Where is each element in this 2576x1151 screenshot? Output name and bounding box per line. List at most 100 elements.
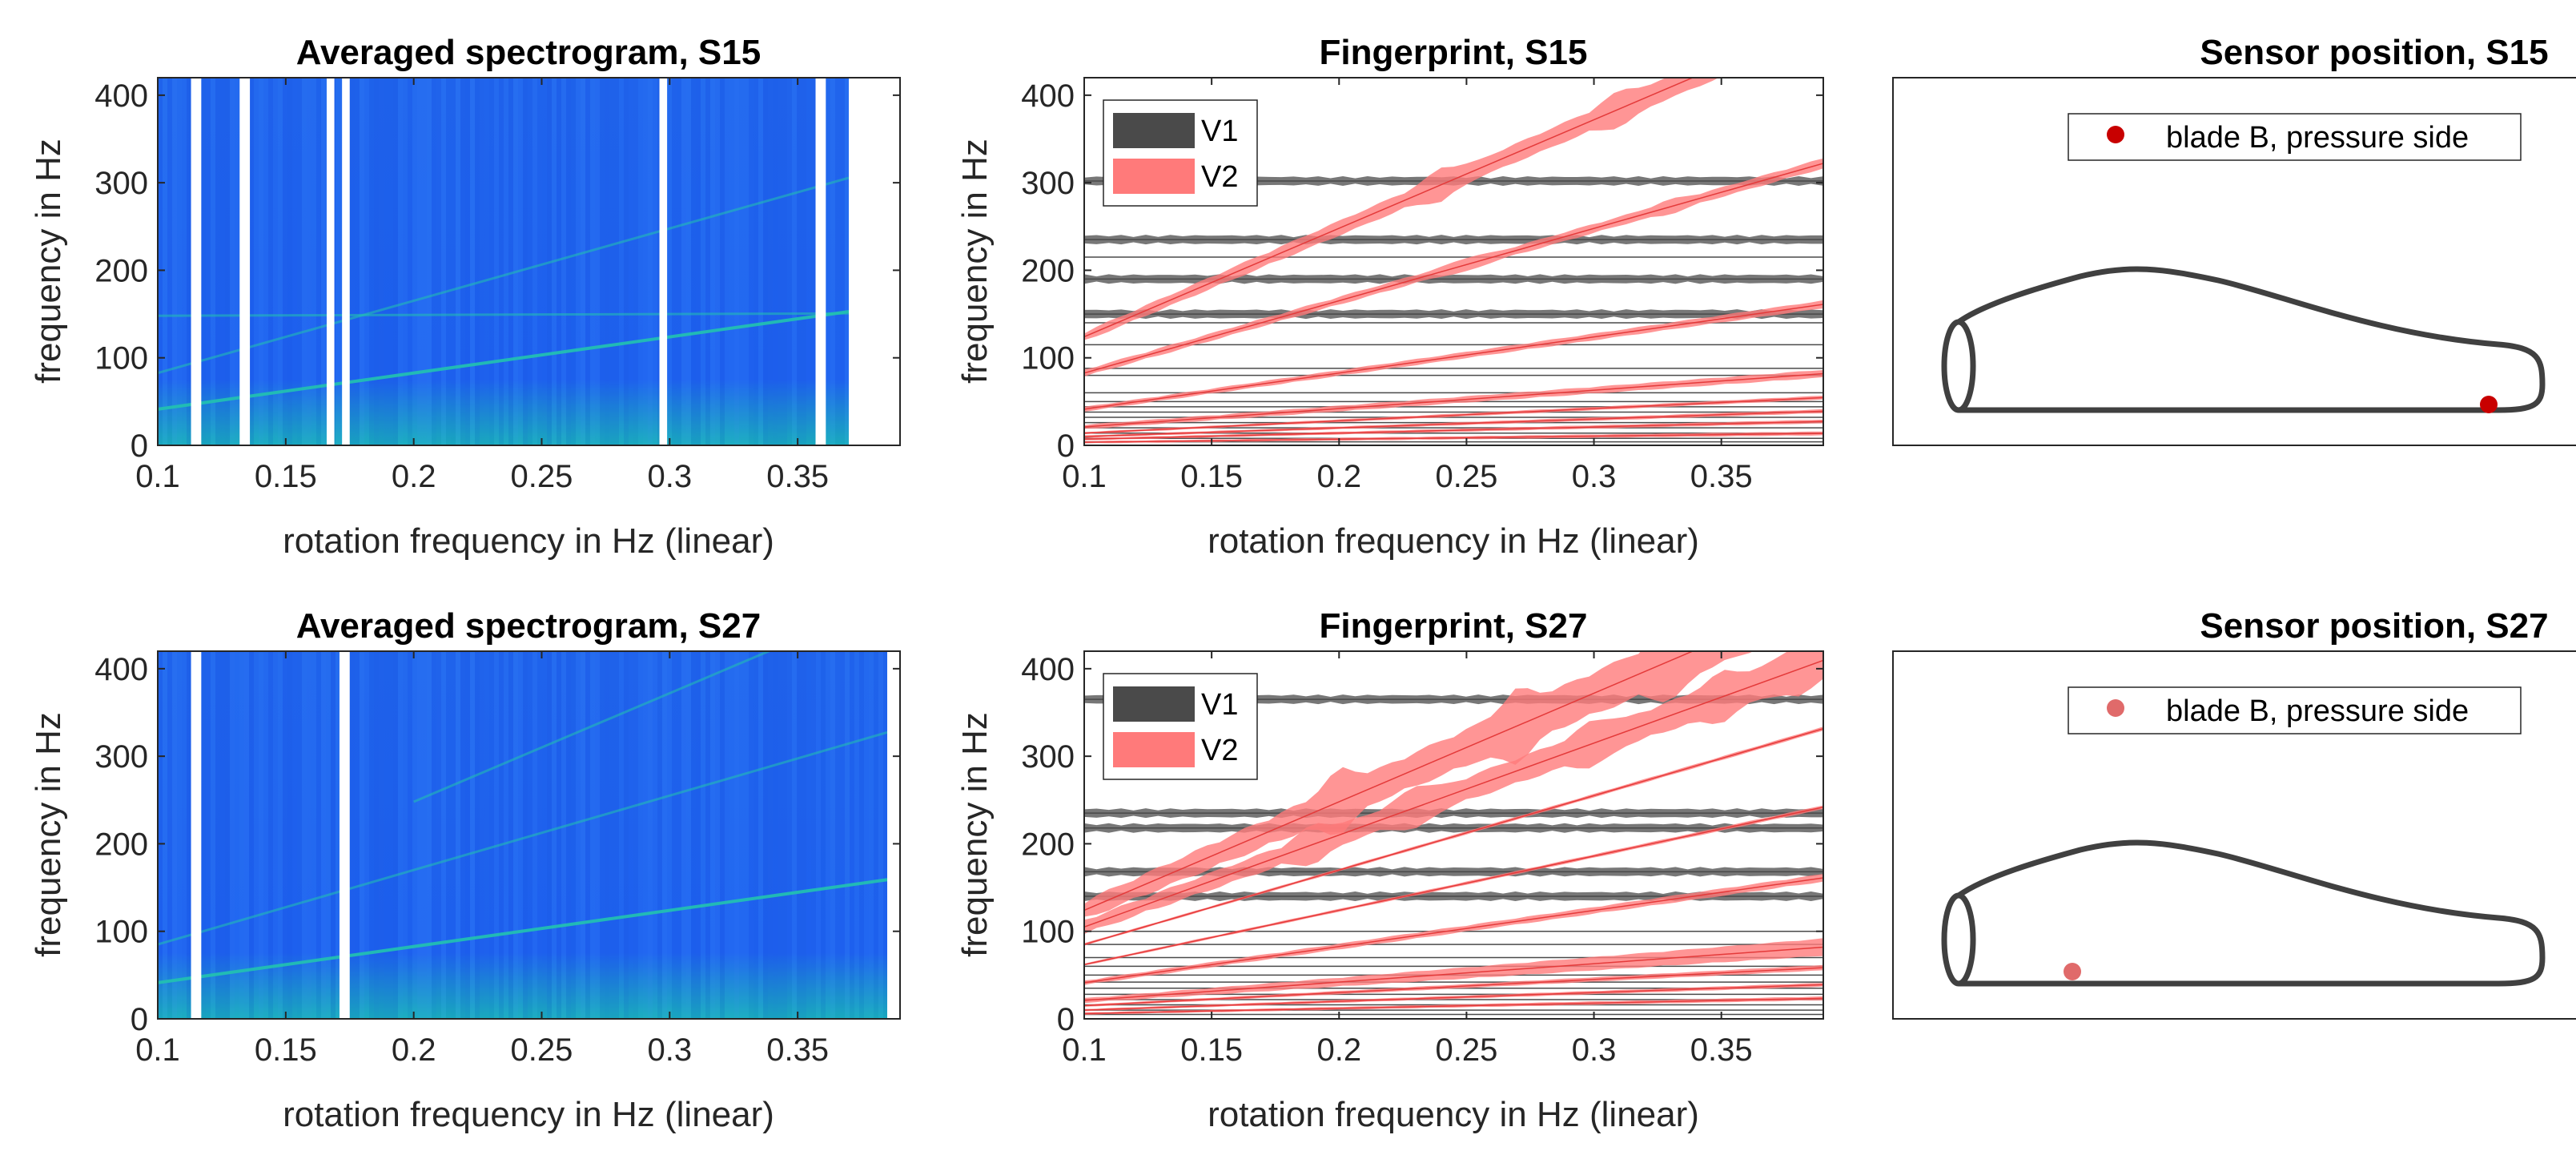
heatmap-column	[263, 78, 268, 445]
heatmap-column	[629, 78, 633, 445]
y-tick-label: 200	[1021, 827, 1075, 862]
heatmap-column	[715, 651, 720, 1019]
v2-band	[1084, 78, 1719, 340]
heatmap-column	[763, 78, 768, 445]
heatmap-column	[259, 651, 263, 1019]
spectrogram-panel-s27: Averaged spectrogram, S27 0.1 0.15 0.2 0.25…	[29, 606, 901, 1134]
v2-line	[1084, 946, 1823, 1001]
heatmap-column	[177, 78, 182, 445]
heatmap-column	[797, 78, 802, 445]
heatmap-column	[158, 651, 163, 1019]
y-tick-label: 100	[1021, 915, 1075, 950]
heatmap-column	[182, 651, 187, 1019]
heatmap-column	[681, 651, 686, 1019]
heatmap-column	[278, 78, 283, 445]
heatmap-column	[422, 651, 427, 1019]
heatmap-column	[427, 651, 432, 1019]
heatmap-column	[331, 651, 336, 1019]
y-axis-label: frequency in Hz	[29, 712, 68, 957]
heatmap-column	[782, 78, 787, 445]
heatmap-column	[792, 651, 797, 1019]
heatmap-column	[201, 651, 206, 1019]
heatmap-column	[465, 651, 470, 1019]
heatmap-column	[263, 651, 268, 1019]
heatmap-column	[220, 651, 225, 1019]
heatmap-column	[412, 78, 417, 445]
heatmap-column	[355, 78, 360, 445]
spectrogram-panel-s15: Averaged spectrogram, S15 0.1 0.15 0.2 0.25…	[29, 33, 901, 561]
heatmap-column	[749, 78, 754, 445]
heatmap-column	[840, 651, 845, 1019]
legend-swatch-v2	[1113, 159, 1195, 194]
data-gap	[191, 78, 202, 445]
heatmap-column	[667, 78, 672, 445]
heatmap-column	[244, 651, 249, 1019]
heatmap-column	[470, 78, 475, 445]
heatmap-column	[230, 651, 235, 1019]
heatmap-column	[422, 78, 427, 445]
heatmap-column	[773, 651, 778, 1019]
heatmap-column	[590, 78, 595, 445]
heatmap-column	[398, 78, 403, 445]
legend-label-v1: V1	[1201, 115, 1238, 148]
heatmap-column	[513, 651, 518, 1019]
v2-band	[1084, 651, 1823, 935]
heatmap-column	[360, 651, 364, 1019]
heatmap-column	[662, 651, 667, 1019]
heatmap-column	[845, 651, 850, 1019]
heatmap-column	[754, 651, 758, 1019]
heatmap-column	[360, 78, 364, 445]
heatmap-column	[792, 78, 797, 445]
heatmap-column	[850, 651, 854, 1019]
heatmap-column	[460, 78, 465, 445]
heatmap-column	[249, 651, 254, 1019]
heatmap-column	[302, 651, 307, 1019]
chart-title: Sensor position, S27	[2200, 606, 2548, 646]
heatmap-column	[480, 78, 484, 445]
heatmap-column	[307, 78, 311, 445]
heatmap-column	[379, 78, 384, 445]
heatmap-column	[739, 651, 744, 1019]
heatmap-column	[484, 78, 489, 445]
heatmap-column	[557, 78, 561, 445]
heatmap-column	[316, 651, 321, 1019]
heatmap-column	[840, 78, 845, 445]
x-tick-label: 0.1	[135, 459, 180, 494]
heatmap-column	[475, 78, 480, 445]
heatmap-column	[585, 78, 590, 445]
heatmap-column	[350, 78, 355, 445]
y-tick-label: 200	[94, 253, 148, 288]
heatmap-column	[225, 78, 230, 445]
heatmap-column	[854, 651, 859, 1019]
heatmap-column	[417, 651, 422, 1019]
legend-swatch-v1	[1113, 113, 1195, 148]
heatmap-column	[292, 78, 297, 445]
heatmap-column	[167, 651, 172, 1019]
v2-line	[1084, 396, 1823, 434]
heatmap-column	[456, 78, 460, 445]
heatmap-column	[384, 78, 388, 445]
heatmap-column	[215, 78, 220, 445]
heatmap-column	[436, 78, 441, 445]
heatmap-column	[336, 78, 340, 445]
x-tick-label: 0.3	[648, 1032, 693, 1068]
heatmap-column	[686, 651, 691, 1019]
legend: V1 V2	[1103, 99, 1258, 207]
heatmap-column	[581, 78, 585, 445]
heatmap-column	[254, 651, 259, 1019]
data-gap	[659, 78, 668, 445]
heatmap-column	[172, 651, 177, 1019]
heatmap-column	[653, 651, 657, 1019]
axes-box	[157, 650, 901, 1020]
heatmap-column	[336, 651, 340, 1019]
y-axis-label: frequency in Hz	[955, 712, 995, 957]
y-tick-label: 200	[1021, 253, 1075, 288]
heatmap-column	[494, 78, 499, 445]
blade-contour	[1956, 266, 2546, 413]
heatmap-column	[552, 651, 557, 1019]
heatmap-column	[182, 78, 187, 445]
v1-band	[1084, 235, 1823, 245]
fingerprint-marks	[1084, 651, 1823, 1016]
heatmap-column	[605, 78, 609, 445]
